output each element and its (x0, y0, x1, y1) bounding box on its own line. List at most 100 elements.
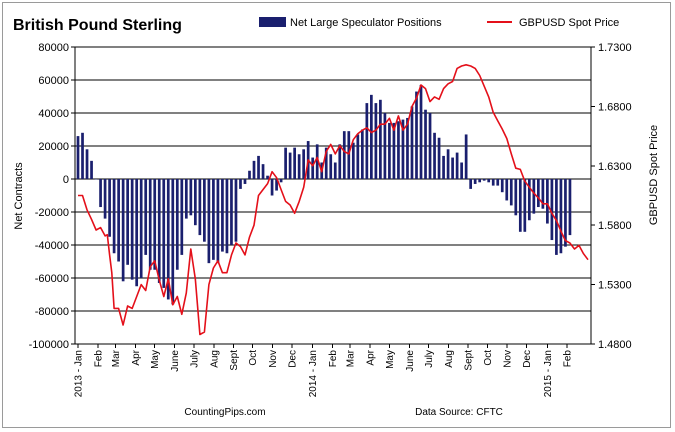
bar-55 (324, 147, 328, 179)
plot-border (74, 46, 592, 345)
right-tick-label-1: 1.6800 (598, 101, 632, 113)
bar-5 (99, 179, 102, 208)
right-tick-label-3: 1.5800 (598, 220, 632, 232)
price-line-series (78, 64, 589, 336)
bar-89 (478, 179, 482, 183)
bar-48 (293, 147, 296, 179)
bar-97 (514, 179, 518, 216)
bar-38 (248, 170, 251, 179)
bar-105 (550, 179, 554, 241)
bar-52 (311, 157, 315, 179)
bar-59 (342, 131, 346, 179)
x-tick-label-6: July (190, 350, 201, 368)
x-tick-label-12: 2014 - Jan (308, 350, 319, 397)
bar-99 (523, 179, 527, 232)
bar-58 (338, 144, 342, 179)
left-axis-label: Net Contracts (13, 162, 25, 230)
legend-bar-label: Net Large Speculator Positions (290, 17, 442, 29)
x-tick-label-20: Sept (463, 350, 474, 371)
left-tick-label-4: 0 (63, 174, 69, 186)
bar-87 (469, 179, 473, 189)
bar-42 (266, 175, 269, 179)
bar-36 (239, 179, 242, 189)
bar-7 (108, 179, 111, 237)
bar-66 (374, 103, 378, 179)
right-tick-label-0: 1.7300 (598, 42, 632, 54)
bar-94 (500, 179, 504, 193)
bar-18 (157, 179, 161, 283)
bar-1 (81, 132, 84, 179)
bar-37 (243, 179, 247, 184)
bar-96 (509, 179, 513, 206)
bar-83 (451, 157, 454, 179)
x-tick-label-1: Feb (93, 350, 104, 368)
bar-12 (130, 179, 134, 280)
bar-78 (428, 113, 432, 179)
footer-data-source: Data Source: CFTC (415, 407, 503, 418)
bar-15 (144, 179, 148, 255)
bar-84 (455, 152, 459, 179)
bar-23 (180, 179, 184, 255)
bar-93 (496, 179, 500, 186)
bar-6 (103, 179, 107, 219)
bar-107 (559, 179, 563, 254)
x-tick-label-0: 2013 - Jan (74, 350, 85, 397)
axes (71, 46, 595, 348)
bar-67 (379, 99, 382, 179)
bar-43 (270, 179, 274, 196)
bar-68 (383, 113, 387, 179)
bar-102 (537, 179, 540, 208)
bar-20 (166, 179, 170, 300)
bar-3 (90, 160, 93, 179)
bar-45 (279, 179, 283, 183)
right-tick-label-5: 1.4800 (598, 339, 632, 351)
bar-30 (212, 179, 215, 260)
left-tick-label-8: -80000 (35, 306, 69, 318)
price-line (78, 64, 589, 336)
bar-21 (171, 179, 175, 305)
left-tick-label-6: -40000 (35, 240, 69, 252)
x-tick-label-10: Nov (268, 350, 279, 368)
bar-10 (121, 179, 125, 282)
bar-9 (117, 179, 120, 262)
bar-8 (112, 179, 116, 254)
bar-32 (221, 179, 224, 252)
x-tick-label-23: Dec (522, 350, 533, 368)
bar-76 (419, 84, 423, 179)
bar-64 (365, 103, 369, 179)
bar-22 (175, 179, 179, 270)
bar-31 (216, 179, 220, 264)
x-tick-label-7: Aug (209, 350, 220, 368)
bar-69 (388, 122, 391, 179)
x-tick-label-16: May (385, 350, 396, 369)
x-tick-label-3: Apr (131, 349, 142, 365)
left-tick-label-7: -60000 (35, 273, 69, 285)
bar-39 (252, 160, 256, 179)
x-tick-label-22: Nov (503, 350, 514, 368)
bar-56 (329, 154, 333, 179)
bar-65 (370, 94, 373, 179)
legend: Net Large Speculator Positions GBPUSD Sp… (259, 17, 619, 29)
bar-77 (424, 109, 427, 179)
bar-91 (487, 179, 491, 183)
bar-73 (406, 117, 409, 179)
bar-82 (446, 149, 450, 179)
x-tick-label-2: Mar (111, 349, 122, 367)
bar-13 (135, 179, 139, 287)
bar-60 (347, 131, 351, 179)
left-tick-label-2: 40000 (38, 108, 69, 120)
bar-62 (356, 134, 360, 179)
bar-103 (541, 179, 545, 209)
bar-44 (275, 179, 278, 191)
x-tick-label-17: June (405, 350, 416, 372)
bar-70 (392, 122, 396, 179)
x-tick-label-25: Feb (563, 350, 574, 368)
bar-35 (234, 179, 238, 242)
bar-28 (203, 179, 206, 242)
bar-61 (351, 142, 355, 179)
x-tick-label-4: May (150, 350, 161, 369)
right-tick-label-2: 1.6300 (598, 161, 632, 173)
bar-17 (153, 179, 157, 270)
right-axis-label: GBPUSD Spot Price (648, 125, 660, 225)
bar-98 (518, 179, 522, 232)
